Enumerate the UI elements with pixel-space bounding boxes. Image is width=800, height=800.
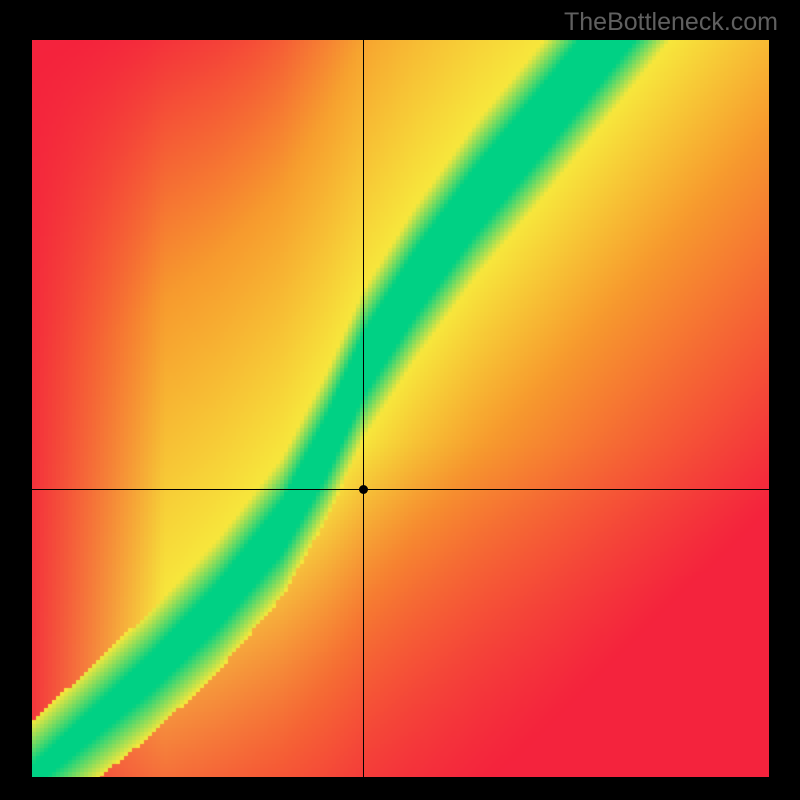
chart-plot-area xyxy=(32,40,769,777)
crosshair-horizontal xyxy=(32,489,769,490)
crosshair-vertical xyxy=(363,40,364,777)
watermark-text: TheBottleneck.com xyxy=(564,8,778,37)
heatmap-canvas xyxy=(32,40,769,777)
